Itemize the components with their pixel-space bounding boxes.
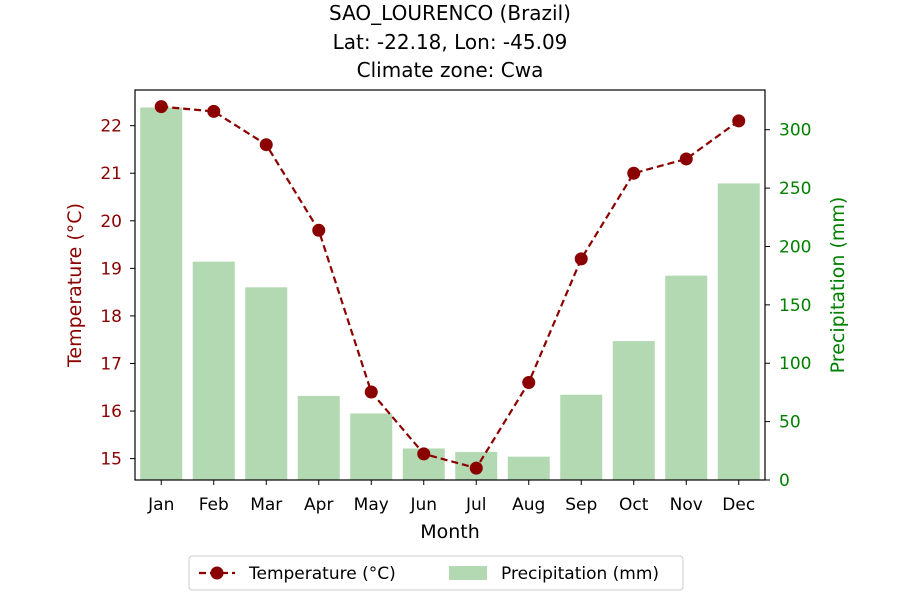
left-tick-label: 15: [100, 450, 122, 470]
right-tick-label: 200: [779, 237, 811, 257]
right-tick-label: 100: [779, 354, 811, 374]
right-tick-label: 300: [779, 121, 811, 141]
x-tick-label: Feb: [199, 495, 229, 515]
precipitation-bar: [192, 261, 235, 480]
x-tick-label: Jan: [147, 495, 174, 515]
x-tick-label: Mar: [250, 495, 282, 515]
x-axis-ticks: Jan Feb Mar Apr May Jun Jul Aug Sep Oct Nov Dec: [147, 480, 755, 515]
temperature-point: [574, 252, 588, 266]
legend: Temperature (°C) Precipitation (mm): [188, 555, 684, 591]
temperature-point: [679, 152, 693, 166]
right-axis-ticks: 0 50 100 150 200 250 300: [765, 121, 811, 491]
x-tick-label: Apr: [304, 495, 333, 515]
x-tick-label: May: [354, 495, 389, 515]
temperature-point: [259, 138, 273, 152]
precipitation-bar: [140, 107, 183, 481]
left-tick-label: 19: [100, 259, 122, 279]
legend-precipitation-swatch-icon: [449, 566, 487, 580]
legend-frame: [188, 555, 684, 591]
left-tick-label: 16: [100, 402, 122, 422]
precipitation-bar: [665, 275, 708, 480]
x-tick-label: Sep: [565, 495, 597, 515]
precipitation-bar: [297, 395, 340, 480]
chart-title-line-2: Lat: -22.18, Lon: -45.09: [333, 30, 568, 54]
precipitation-bar: [612, 341, 655, 480]
left-tick-label: 17: [100, 354, 122, 374]
temperature-point: [469, 461, 483, 475]
right-tick-label: 150: [779, 296, 811, 316]
legend-temperature-label: Temperature (°C): [248, 564, 396, 584]
precipitation-bars: [140, 107, 760, 481]
chart-title-line-1: SAO_LOURENCO (Brazil): [329, 1, 571, 25]
precipitation-bar: [717, 183, 760, 480]
left-axis-ticks: 15 16 17 18 19 20 21 22: [100, 117, 135, 470]
temperature-point: [627, 166, 641, 180]
right-axis-label: Precipitation (mm): [827, 197, 849, 374]
right-tick-label: 50: [779, 413, 801, 433]
left-tick-label: 18: [100, 307, 122, 327]
temperature-series-line: [161, 105, 740, 470]
right-tick-label: 0: [779, 471, 790, 491]
legend-precipitation-label: Precipitation (mm): [501, 564, 659, 584]
temperature-point: [522, 376, 536, 389]
left-tick-label: 20: [100, 212, 122, 232]
left-tick-label: 22: [100, 117, 122, 137]
temperature-point: [312, 223, 326, 237]
precipitation-bar: [507, 456, 550, 480]
x-tick-label: Jun: [409, 495, 437, 515]
legend-temperature-marker-icon: [210, 566, 224, 580]
x-tick-label: Aug: [512, 495, 545, 515]
temperature-point: [154, 100, 168, 114]
x-tick-label: Dec: [722, 495, 755, 515]
x-tick-label: Oct: [619, 495, 649, 515]
temperature-point: [207, 104, 221, 118]
precipitation-bar: [245, 287, 288, 480]
precipitation-bar: [560, 394, 603, 480]
left-tick-label: 21: [100, 164, 122, 184]
plot-frame: [134, 89, 766, 481]
right-tick-label: 250: [779, 179, 811, 199]
x-tick-label: Nov: [670, 495, 703, 515]
x-tick-label: Jul: [465, 495, 487, 515]
temperature-point: [732, 114, 746, 128]
temperature-point: [364, 385, 378, 399]
temperature-point: [417, 447, 431, 461]
chart-title-line-3: Climate zone: Cwa: [357, 58, 544, 82]
left-axis-label: Temperature (°C): [64, 203, 86, 368]
x-axis-label: Month: [420, 521, 480, 543]
precipitation-bar: [350, 413, 393, 480]
temperature-line: [154, 100, 746, 475]
